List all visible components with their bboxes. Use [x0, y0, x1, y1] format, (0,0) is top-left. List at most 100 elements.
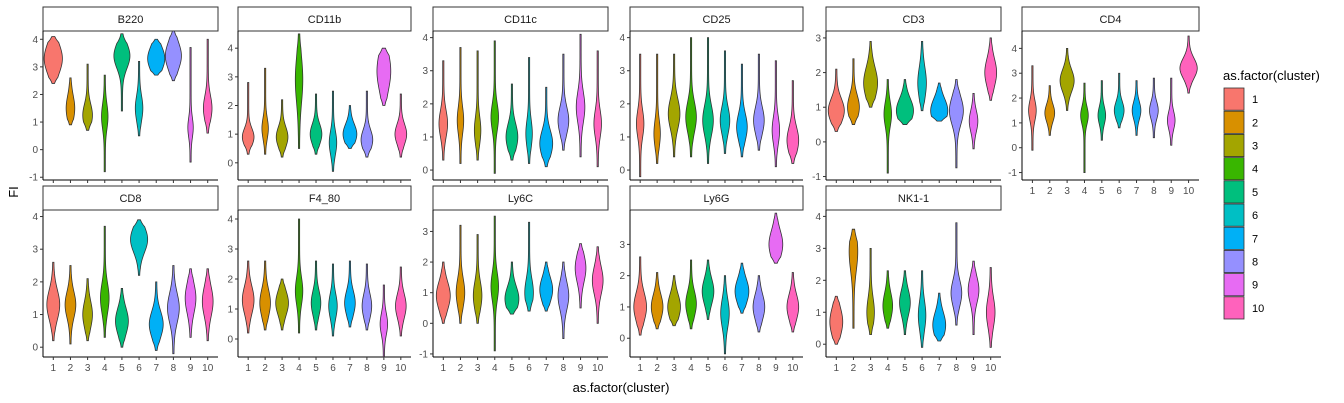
violin-cluster-1: [438, 60, 449, 161]
facet-panels: B220-10123412345678910CD11b0123412345678…: [29, 6, 1200, 374]
violin-cluster-2: [653, 53, 661, 164]
violin-cluster-3: [472, 234, 483, 324]
x-tick-label: 10: [985, 363, 997, 374]
legend-key: [1223, 157, 1245, 181]
x-tick-label: 6: [330, 363, 336, 374]
y-tick-label: 0: [227, 335, 233, 346]
facet-title: CD11b: [308, 14, 341, 26]
violin-cluster-6: [328, 263, 338, 337]
violin-cluster-5: [701, 259, 715, 320]
y-tick-label: 2: [227, 101, 233, 112]
violin-cluster-10: [394, 93, 408, 158]
y-tick-label: 0: [619, 334, 625, 345]
violin-cluster-2: [65, 77, 76, 126]
y-tick-label: 3: [422, 227, 428, 238]
facet-strip: [1021, 6, 1200, 32]
legend-key: [1223, 226, 1245, 250]
violin-cluster-2: [64, 265, 77, 345]
y-tick-label: 3: [227, 245, 233, 256]
x-tick-label: 2: [458, 363, 464, 374]
facet-panel: CD11c0123412345678910: [422, 6, 609, 197]
y-tick-label: 2: [619, 271, 625, 282]
y-tick-label: 0: [32, 343, 38, 354]
violin-cluster-3: [275, 99, 289, 158]
violin-cluster-3: [82, 63, 93, 131]
y-tick-label: 0: [422, 319, 428, 330]
y-tick-label: 4: [32, 35, 38, 46]
facet-panel: CD250123412345678910: [619, 6, 804, 197]
violin-cluster-8: [949, 79, 964, 169]
facet-title: CD4: [1099, 14, 1121, 26]
y-tick-label: 1: [422, 288, 428, 299]
violin-cluster-7: [344, 260, 356, 328]
violin-cluster-9: [968, 92, 979, 150]
violin-cluster-2: [259, 260, 271, 331]
violin-cluster-4: [100, 225, 110, 338]
facet-title: NK1-1: [898, 193, 929, 205]
facet-strip: [42, 185, 219, 211]
x-tick-label: 6: [136, 363, 142, 374]
violin-cluster-10: [985, 267, 996, 348]
y-tick-label: 0: [422, 166, 428, 177]
x-tick-label: 5: [119, 363, 125, 374]
violin-cluster-5: [1097, 80, 1107, 141]
y-tick-label: 3: [1011, 69, 1017, 80]
x-tick-label: 4: [1082, 186, 1088, 197]
violin-cluster-7: [539, 261, 554, 312]
violin-cluster-5: [505, 83, 519, 161]
facet-title: CD3: [902, 14, 924, 26]
y-tick-label: 4: [815, 212, 821, 223]
x-tick-label: 6: [722, 363, 728, 374]
violin-cluster-2: [650, 272, 664, 330]
legend-key: [1223, 133, 1245, 157]
x-tick-label: 8: [171, 363, 177, 374]
violin-cluster-8: [361, 263, 373, 331]
violin-cluster-5: [895, 79, 914, 125]
legend: as.factor(cluster) 1 2 3 4 5 6 7 8 9 10: [1223, 68, 1320, 320]
y-tick-label: 2: [32, 277, 38, 288]
x-tick-label: 5: [509, 363, 515, 374]
y-tick-label: 3: [422, 66, 428, 77]
violin-cluster-1: [636, 53, 645, 178]
x-tick-label: 2: [654, 363, 660, 374]
violin-cluster-4: [882, 270, 894, 329]
violin-cluster-7: [734, 262, 750, 314]
violin-cluster-7: [147, 38, 166, 76]
y-tick-label: 1: [619, 302, 625, 313]
violin-cluster-4: [685, 37, 697, 158]
legend-label: 1: [1252, 94, 1258, 106]
x-tick-label: 8: [756, 363, 762, 374]
y-tick-label: 2: [422, 258, 428, 269]
facet-strip: [432, 185, 609, 211]
y-tick-label: 3: [32, 245, 38, 256]
x-tick-label: 10: [592, 363, 604, 374]
violin-cluster-6: [917, 270, 927, 348]
x-tick-label: 5: [705, 363, 711, 374]
y-tick-label: 0: [815, 340, 821, 351]
violin-cluster-9: [187, 47, 194, 163]
violin-cluster-5: [113, 33, 131, 112]
violin-cluster-6: [134, 60, 144, 137]
y-tick-label: -1: [1008, 168, 1017, 179]
violin-cluster-5: [504, 261, 520, 315]
y-tick-label: 4: [227, 44, 233, 55]
x-tick-label: 8: [364, 363, 370, 374]
violin-cluster-4: [294, 218, 304, 334]
violin-cluster-6: [525, 57, 533, 164]
violin-cluster-8: [1149, 77, 1159, 139]
facet-panel: CD11b0123412345678910: [227, 6, 412, 197]
violin-cluster-8: [557, 261, 570, 340]
violin-cluster-2: [455, 224, 466, 324]
x-tick-label: 6: [919, 363, 925, 374]
x-tick-label: 1: [637, 363, 643, 374]
y-tick-label: 2: [32, 90, 38, 101]
violin-cluster-10: [786, 272, 800, 333]
legend-key: [1223, 249, 1245, 273]
x-tick-label: 3: [475, 363, 481, 374]
violin-cluster-9: [1167, 77, 1176, 146]
x-tick-label: 10: [395, 363, 407, 374]
y-tick-label: 3: [227, 72, 233, 83]
legend-label: 5: [1252, 187, 1258, 199]
violin-cluster-8: [167, 265, 180, 355]
